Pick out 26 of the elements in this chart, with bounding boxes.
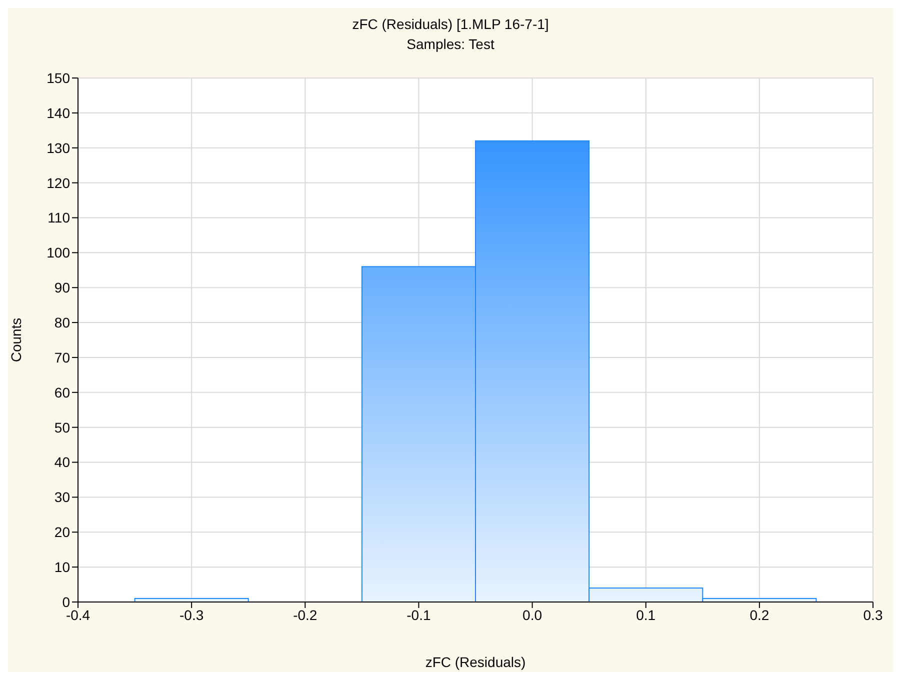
x-tick-label: -0.1 — [406, 606, 431, 623]
y-tick-label: 130 — [46, 140, 70, 156]
y-tick-label: 80 — [54, 314, 70, 331]
y-tick-label: 10 — [54, 559, 70, 576]
x-tick-label: -0.2 — [293, 606, 318, 623]
y-tick-label: 120 — [46, 174, 70, 191]
x-tick-label: 0.3 — [863, 606, 883, 623]
y-tick-label: 150 — [46, 70, 70, 86]
y-tick-label: 50 — [54, 419, 70, 436]
x-tick-label: 0.0 — [522, 606, 542, 623]
y-tick-label: 140 — [46, 104, 70, 121]
x-tick-label: 0.2 — [750, 606, 770, 623]
chart-title: zFC (Residuals) [1.MLP 16-7-1] — [351, 16, 550, 32]
y-tick-label: 30 — [54, 489, 70, 506]
x-tick-label: -0.3 — [180, 606, 204, 623]
y-tick-label: 20 — [54, 524, 70, 540]
y-tick-label: 70 — [54, 349, 70, 366]
y-tick-label: 100 — [46, 244, 70, 261]
y-tick-label: 60 — [54, 384, 70, 400]
x-axis-title: zFC (Residuals) — [425, 654, 526, 670]
y-tick-label: 110 — [48, 210, 70, 226]
y-tick-label: 40 — [54, 454, 70, 470]
y-axis-title: Counts — [8, 318, 24, 362]
x-tick-label: 0.1 — [636, 606, 656, 623]
chart-subtitle: Samples: Test — [406, 36, 496, 52]
y-tick-label: 90 — [54, 280, 70, 296]
